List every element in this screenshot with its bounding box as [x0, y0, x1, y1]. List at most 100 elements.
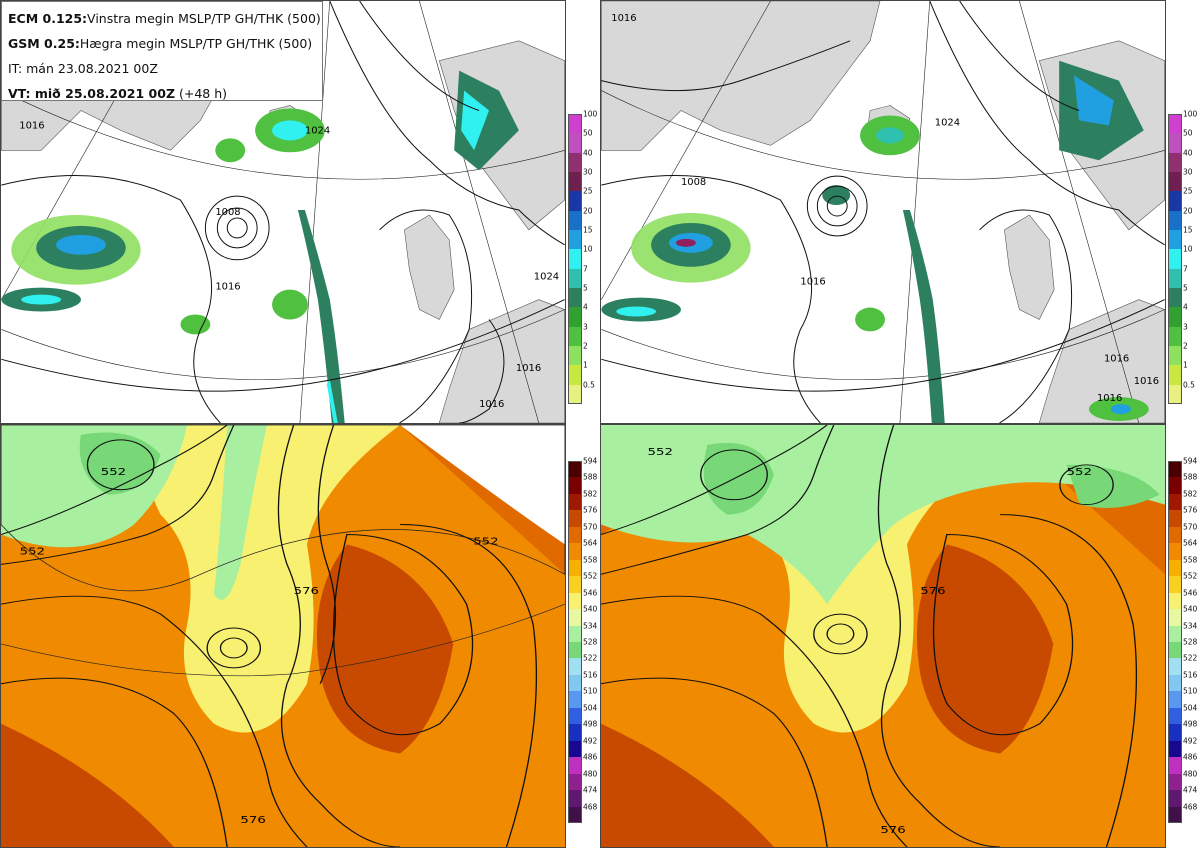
height-label: 576: [880, 824, 905, 836]
thickness-colorbar-label: 576: [1183, 505, 1198, 515]
precip-colorbar-swatch: [568, 365, 582, 385]
isobar-label: 1024: [534, 272, 559, 283]
thickness-colorbar-labels-right: 594 588 582 576 570 564 558 552 546 540 534 528 522 5…: [1183, 457, 1199, 823]
thickness-colorbar-label: 498: [583, 719, 598, 729]
isobar-label: 1016: [516, 363, 541, 374]
thickness-colorbar-swatch: [568, 592, 582, 610]
thickness-colorbar-swatch: [1168, 543, 1182, 560]
thickness-colorbar-label: 594: [583, 456, 598, 466]
precip-colorbar-label: 20: [1183, 206, 1193, 216]
height-label: 576: [920, 585, 945, 597]
isobar-label: 1024: [935, 117, 960, 128]
precip-colorbar-swatch: [1168, 384, 1182, 404]
thickness-colorbar-label: 570: [583, 522, 598, 532]
height-label: 552: [101, 465, 126, 477]
precip-colorbar-label: 1: [583, 360, 588, 370]
thickness-colorbar-label: 576: [583, 505, 598, 515]
thickness-colorbar-swatch: [1168, 576, 1182, 593]
thickness-colorbar-swatch: [568, 543, 582, 560]
thickness-colorbar-label: 510: [583, 686, 598, 696]
thickness-colorbar-swatch: [1168, 724, 1182, 741]
precip-colorbar-label: 4: [583, 302, 588, 312]
thickness-colorbar-swatch: [568, 526, 582, 544]
thickness-colorbar-swatch: [1168, 493, 1182, 511]
thickness-colorbar-label: 516: [1183, 670, 1198, 680]
isobar-label: 1016: [19, 120, 44, 131]
thickness-colorbar-label: 522: [583, 653, 598, 663]
precip-colorbar-label: 50: [583, 128, 593, 138]
ecm-thickness-map: 552 552 576 576 552: [0, 424, 566, 848]
isobar-label: 1016: [1097, 393, 1122, 404]
precip-colorbar-left: [568, 114, 582, 404]
thickness-colorbar-swatch: [568, 493, 582, 511]
precip-colorbar-label: 15: [583, 225, 593, 235]
isobar-label: 1016: [215, 282, 240, 293]
precip-colorbar-swatch: [568, 229, 582, 250]
thickness-colorbar-label: 552: [1183, 571, 1198, 581]
thickness-colorbar-swatch: [1168, 510, 1182, 527]
isobar-label: 1016: [800, 277, 825, 288]
thickness-colorbar-swatch: [568, 559, 582, 577]
isobar-label: 1016: [1134, 376, 1159, 387]
thickness-colorbar-label: 528: [1183, 637, 1198, 647]
precip-colorbar-label: 3: [583, 322, 588, 332]
height-label: 576: [294, 585, 319, 597]
thickness-colorbar-label: 558: [1183, 555, 1198, 565]
thickness-colorbar-label: 492: [583, 736, 598, 746]
precip-colorbar-swatch: [1168, 307, 1182, 327]
thickness-colorbar-label: 516: [583, 670, 598, 680]
gsm-mslp-precip-map: 1016 1008 1016 1024 1016 1016 1016: [600, 0, 1166, 424]
thickness-colorbar-swatch: [1168, 641, 1182, 659]
precip-colorbar-swatch: [568, 307, 582, 327]
precip-colorbar-swatch: [568, 384, 582, 404]
ecm-mslp-precip-map: 1016 1008 1016 1024 1016 1016 1024 ECM 0…: [0, 0, 566, 424]
thickness-colorbar-label: 504: [583, 703, 598, 713]
thickness-colorbar-label: 534: [583, 621, 598, 631]
precip-colorbar-label: 25: [583, 186, 593, 196]
thickness-colorbar-swatch: [1168, 477, 1182, 494]
thickness-colorbar-swatch: [568, 609, 582, 626]
precip-colorbar-label: 2: [1183, 341, 1188, 351]
precip-colorbar-label: 25: [1183, 186, 1193, 196]
thickness-colorbar-swatch: [568, 641, 582, 659]
precip-colorbar-label: 10: [583, 244, 593, 254]
precip-colorbar-label: 3: [1183, 322, 1188, 332]
thickness-colorbar-label: 594: [1183, 456, 1198, 466]
precip-colorbar-swatch: [568, 191, 582, 211]
thickness-colorbar-swatch: [568, 510, 582, 527]
thickness-colorbar-swatch: [1168, 707, 1182, 725]
isobar-label: 1016: [611, 13, 636, 24]
thickness-colorbar-swatch: [568, 477, 582, 494]
thickness-colorbar-swatch: [568, 757, 582, 774]
precip-colorbar-swatch: [1168, 287, 1182, 308]
thickness-colorbar-label: 474: [1183, 785, 1198, 795]
isobar-label: 1016: [1104, 353, 1129, 364]
thickness-colorbar-swatch: [568, 773, 582, 791]
precip-colorbar-label: 0.5: [1183, 380, 1195, 390]
thickness-colorbar-label: 498: [1183, 719, 1198, 729]
precip-colorbar-swatch: [568, 268, 582, 288]
precip-colorbar-swatch: [568, 210, 582, 230]
precip-colorbar-swatch: [1168, 210, 1182, 230]
thickness-colorbar-label: 480: [1183, 769, 1198, 779]
thickness-colorbar-swatch: [568, 691, 582, 708]
thickness-colorbar-left: [568, 461, 582, 823]
precip-colorbar-swatch: [568, 114, 582, 134]
thickness-colorbar-label: 564: [1183, 538, 1198, 548]
isobar-label: 1008: [215, 207, 240, 218]
thickness-colorbar-label: 468: [583, 802, 598, 812]
thickness-colorbar-swatch: [1168, 740, 1182, 758]
thickness-colorbar-swatch: [568, 625, 582, 642]
thickness-colorbar-swatch: [568, 707, 582, 725]
height-label: 552: [648, 446, 673, 458]
precip-colorbar-swatch: [1168, 345, 1182, 366]
precip-colorbar-right: [1168, 114, 1182, 404]
precip-colorbar-label: 50: [1183, 128, 1193, 138]
thickness-colorbar-swatch: [1168, 757, 1182, 774]
thickness-colorbar-label: 582: [1183, 489, 1198, 499]
thickness-colorbar-label: 528: [583, 637, 598, 647]
thickness-colorbar-label: 534: [1183, 621, 1198, 631]
thickness-colorbar-label: 564: [583, 538, 598, 548]
precip-colorbar-swatch: [1168, 152, 1182, 172]
thickness-colorbar-swatch: [1168, 806, 1182, 823]
